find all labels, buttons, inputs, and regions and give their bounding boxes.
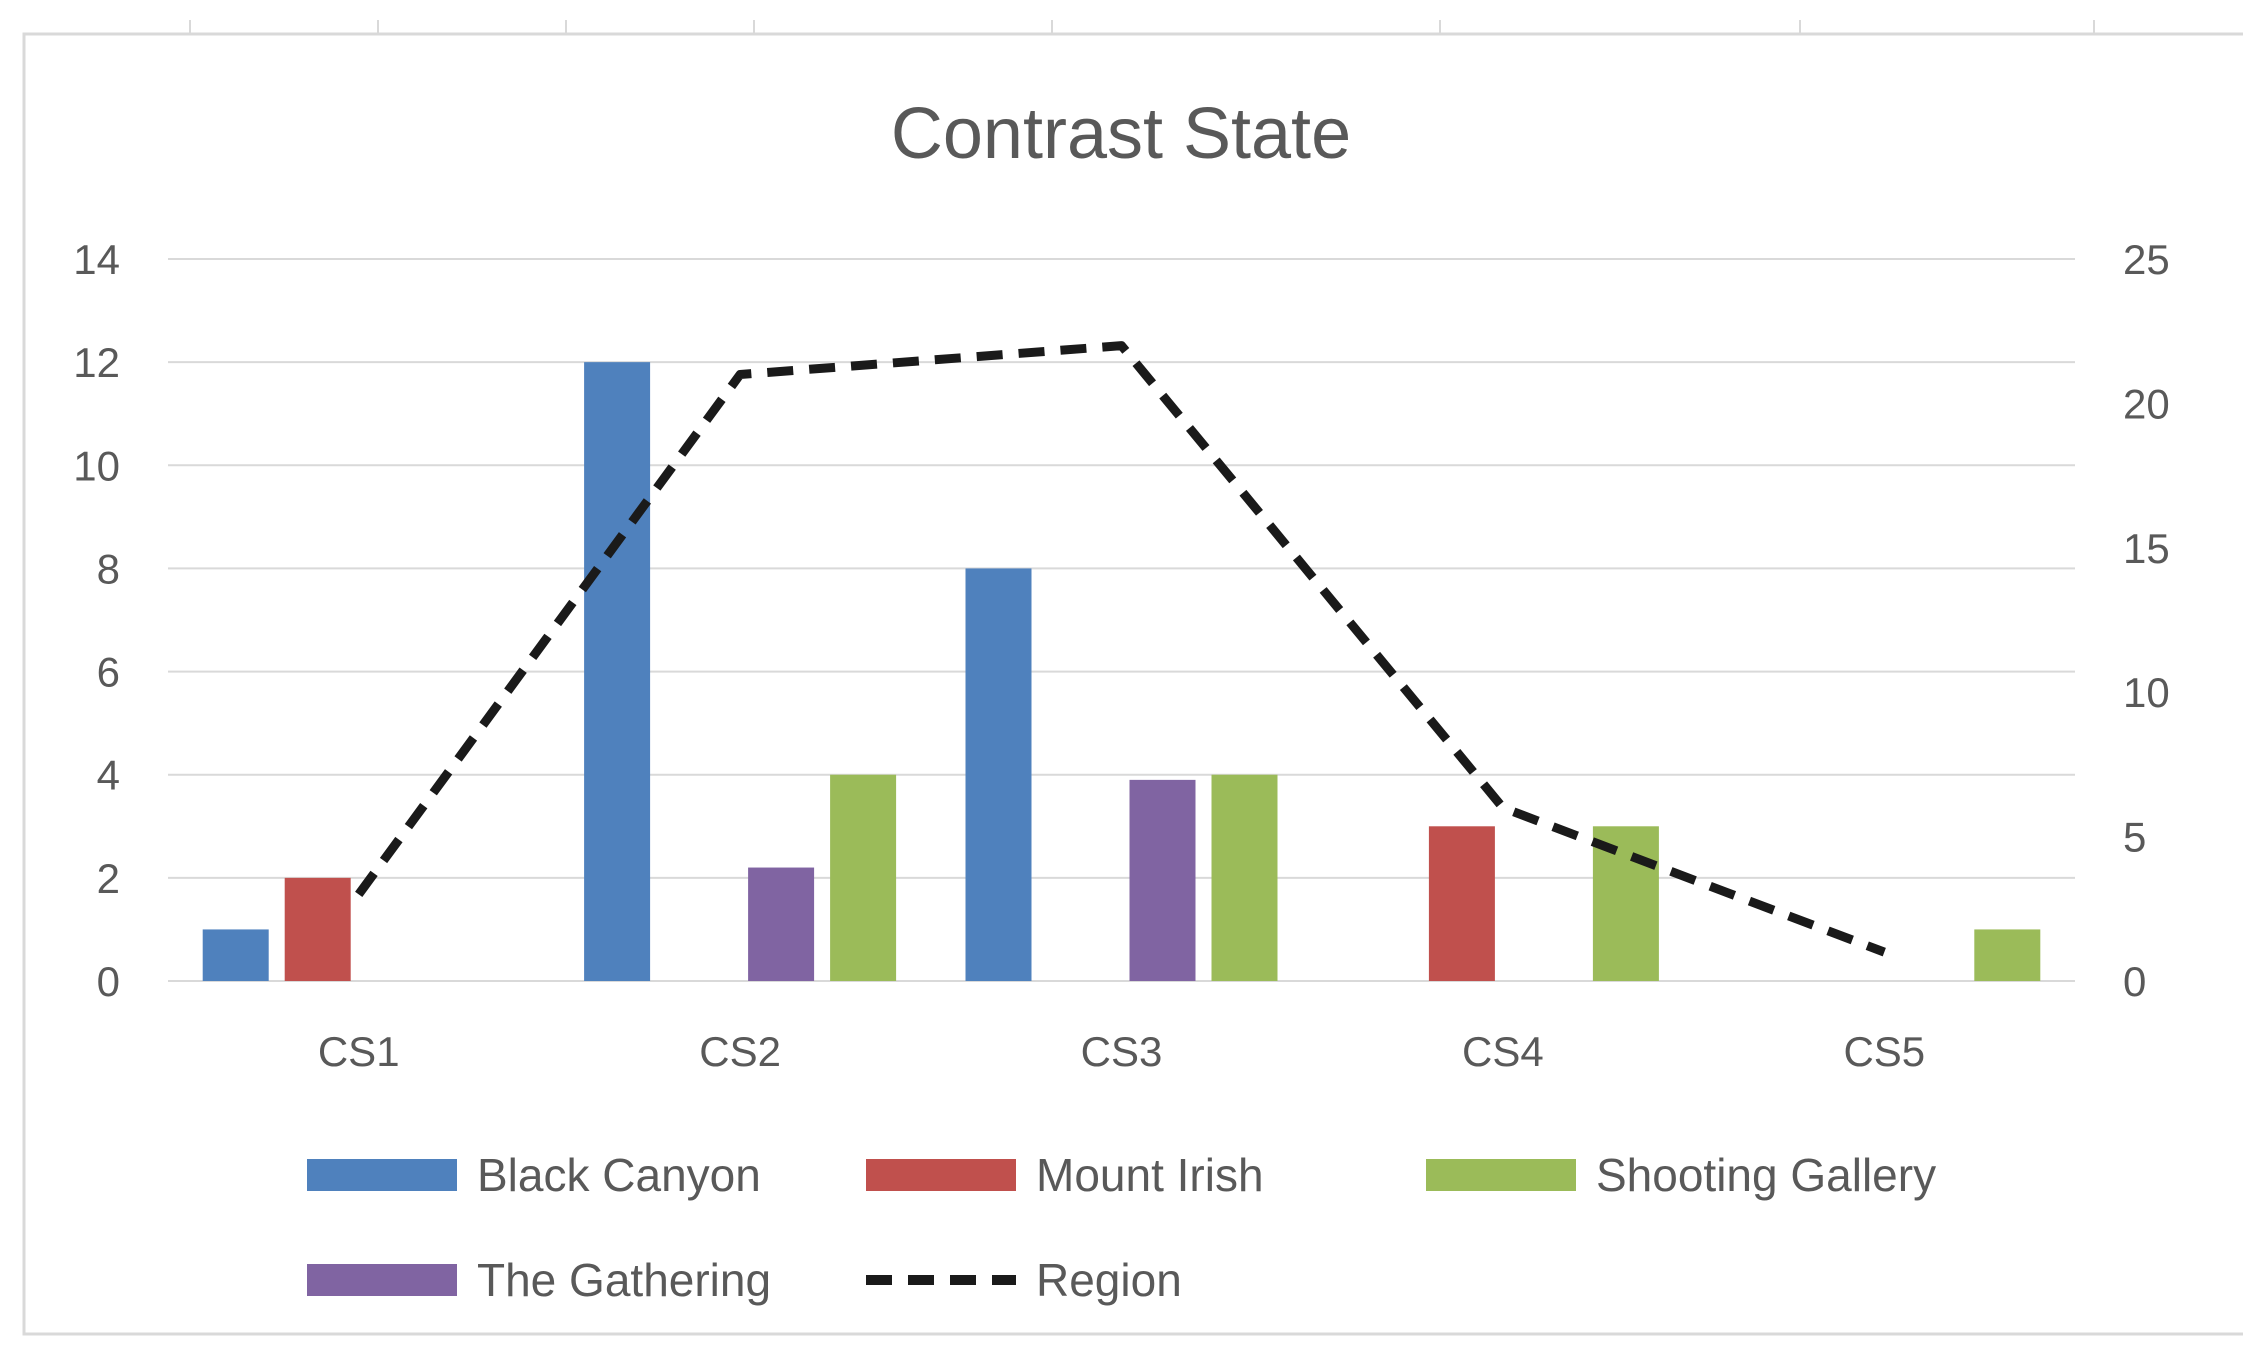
legend: Black Canyon Mount Irish Shooting Gallery T… (307, 1149, 1936, 1306)
category-label-cs5: CS5 (1843, 1028, 1925, 1075)
bar-the-gathering-cs3 (1129, 779, 1196, 981)
category-label-cs3: CS3 (1081, 1028, 1163, 1075)
bar-mount-irish-cs1 (284, 877, 351, 981)
gridlines (168, 258, 2075, 982)
left-tick-label-12: 12 (73, 339, 120, 386)
legend-label-region: Region (1036, 1254, 1182, 1306)
legend-label-shooting-gallery: Shooting Gallery (1596, 1149, 1936, 1201)
legend-swatch-mount-irish (866, 1159, 1016, 1191)
chart-frame (22, 32, 2243, 1336)
bar-shooting-gallery-cs2 (830, 774, 897, 981)
right-tick-label-10: 10 (2123, 669, 2170, 716)
left-tick-label-0: 0 (97, 958, 120, 1005)
legend-label-black-canyon: Black Canyon (477, 1149, 761, 1201)
left-tick-label-14: 14 (73, 236, 120, 283)
right-tick-label-5: 5 (2123, 814, 2146, 861)
bar-series (202, 362, 2041, 982)
left-tick-label-4: 4 (97, 752, 120, 799)
left-tick-label-10: 10 (73, 442, 120, 489)
right-tick-label-20: 20 (2123, 380, 2170, 427)
bar-black-canyon-cs2 (584, 362, 651, 982)
left-axis-ticks: 0 2 4 6 8 10 12 14 (73, 236, 120, 1005)
legend-swatch-black-canyon (307, 1159, 457, 1191)
right-tick-label-15: 15 (2123, 525, 2170, 572)
left-tick-label-8: 8 (97, 545, 120, 592)
legend-label-the-gathering: The Gathering (477, 1254, 771, 1306)
bar-black-canyon-cs1 (202, 929, 269, 981)
category-label-cs1: CS1 (318, 1028, 400, 1075)
top-ruler-ticks (189, 20, 2095, 34)
bar-black-canyon-cs3 (965, 568, 1032, 981)
left-tick-label-6: 6 (97, 649, 120, 696)
category-labels: CS1 CS2 CS3 CS4 CS5 (318, 1028, 1925, 1075)
legend-swatch-shooting-gallery (1426, 1159, 1576, 1191)
bar-the-gathering-cs2 (748, 867, 815, 981)
bar-shooting-gallery-cs3 (1211, 774, 1278, 981)
bar-shooting-gallery-cs4 (1592, 826, 1659, 981)
line-region (355, 341, 1886, 957)
legend-swatch-the-gathering (307, 1264, 457, 1296)
category-label-cs4: CS4 (1462, 1028, 1544, 1075)
left-tick-label-2: 2 (97, 855, 120, 902)
bar-mount-irish-cs4 (1428, 826, 1495, 981)
right-tick-label-0: 0 (2123, 958, 2146, 1005)
bar-shooting-gallery-cs5 (1974, 929, 2041, 981)
legend-label-mount-irish: Mount Irish (1036, 1149, 1264, 1201)
chart-title: Contrast State (891, 94, 1351, 174)
category-label-cs2: CS2 (699, 1028, 781, 1075)
right-axis-ticks: 0 5 10 15 20 25 (2123, 236, 2170, 1005)
right-tick-label-25: 25 (2123, 236, 2170, 283)
region-line-series (355, 341, 1886, 957)
